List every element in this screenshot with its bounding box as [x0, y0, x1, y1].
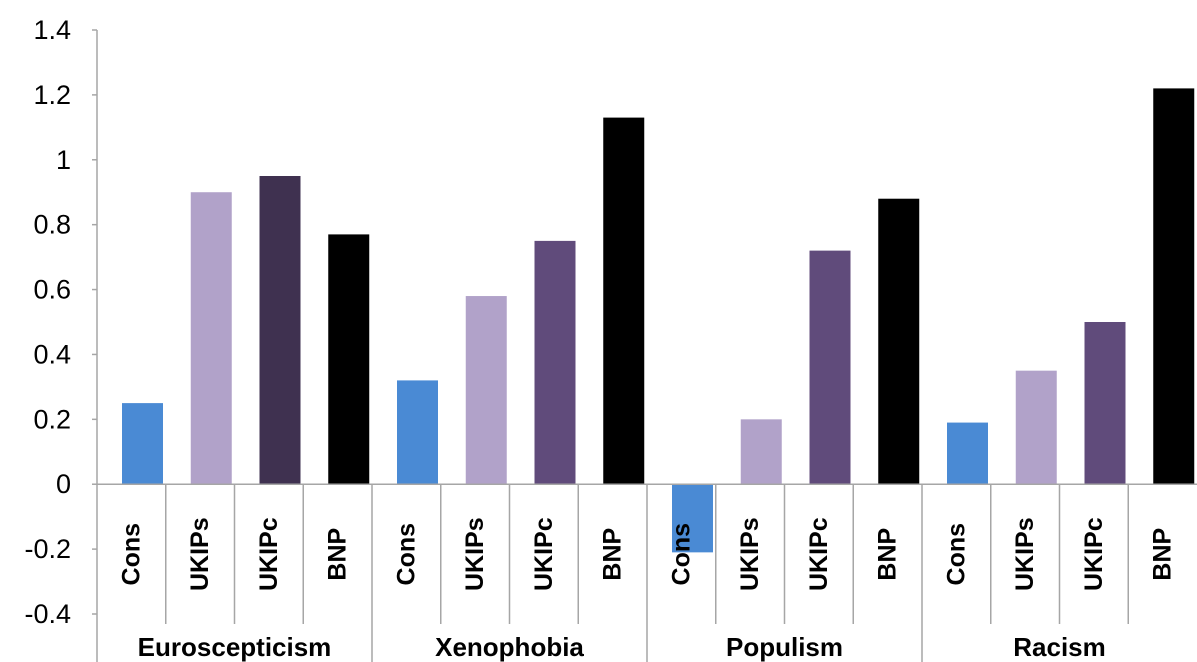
category-label: UKIPs: [1011, 517, 1039, 591]
group-label: Racism: [1013, 632, 1106, 662]
bar-racism-cons: [947, 422, 988, 485]
bar-euroscepticism-ukipc: [259, 176, 301, 485]
y-tick-label: 0: [56, 469, 71, 499]
bar-racism-bnp: [1153, 88, 1195, 485]
y-tick-label: -0.2: [24, 534, 71, 564]
bar-euroscepticism-cons: [122, 403, 163, 485]
bar-xenophobia-cons: [397, 380, 438, 485]
y-tick-label: 1.4: [33, 15, 71, 45]
bar-xenophobia-ukipc: [534, 240, 576, 485]
category-label: Cons: [667, 523, 695, 586]
bar-populism-bnp: [878, 198, 920, 485]
y-tick-label: 1.2: [33, 80, 71, 110]
category-label: BNP: [1149, 528, 1177, 581]
category-label: BNP: [599, 528, 627, 581]
category-label: BNP: [324, 528, 352, 581]
bar-populism-cons: [672, 484, 713, 553]
y-tick-label: -0.4: [24, 599, 71, 629]
bar-xenophobia-ukips: [465, 296, 507, 485]
y-tick-label: 0.8: [33, 210, 71, 240]
bar-populism-ukipc: [809, 250, 851, 485]
bars: [122, 88, 1195, 553]
y-tick-label: 0.2: [33, 404, 71, 434]
category-label: Cons: [392, 523, 420, 586]
category-label: Cons: [942, 523, 970, 586]
group-label: Euroscepticism: [138, 632, 332, 662]
category-label: UKIPc: [1080, 517, 1108, 591]
bar-populism-ukips: [740, 419, 782, 485]
y-tick-label: 0.6: [33, 275, 71, 305]
axes: [92, 29, 1197, 662]
category-label: UKIPc: [530, 517, 558, 591]
bar-racism-ukips: [1015, 370, 1057, 485]
bar-xenophobia-bnp: [603, 117, 645, 485]
category-label: Cons: [117, 523, 145, 586]
y-tick-label: 0.4: [33, 339, 71, 369]
category-label: UKIPc: [805, 517, 833, 591]
category-label: UKIPs: [736, 517, 764, 591]
category-label: UKIPc: [255, 517, 283, 591]
group-label: Xenophobia: [435, 632, 584, 662]
bar-racism-ukipc: [1084, 322, 1126, 485]
category-label: UKIPs: [461, 517, 489, 591]
group-labels: Euroscepticism Xenophobia Populism Racism: [138, 632, 1106, 662]
group-label: Populism: [726, 632, 843, 662]
y-axis-tick-labels: -0.4 -0.2 0 0.2 0.4 0.6 0.8 1 1.2 1.4: [24, 15, 71, 629]
bar-euroscepticism-bnp: [328, 234, 370, 485]
category-label: BNP: [874, 528, 902, 581]
bar-euroscepticism-ukips: [190, 192, 232, 485]
category-labels: Cons UKIPs UKIPc BNP Cons UKIPs UKIPc BNP Cons UK…: [117, 517, 1176, 591]
category-label: UKIPs: [186, 517, 214, 591]
y-tick-label: 1: [56, 145, 71, 175]
